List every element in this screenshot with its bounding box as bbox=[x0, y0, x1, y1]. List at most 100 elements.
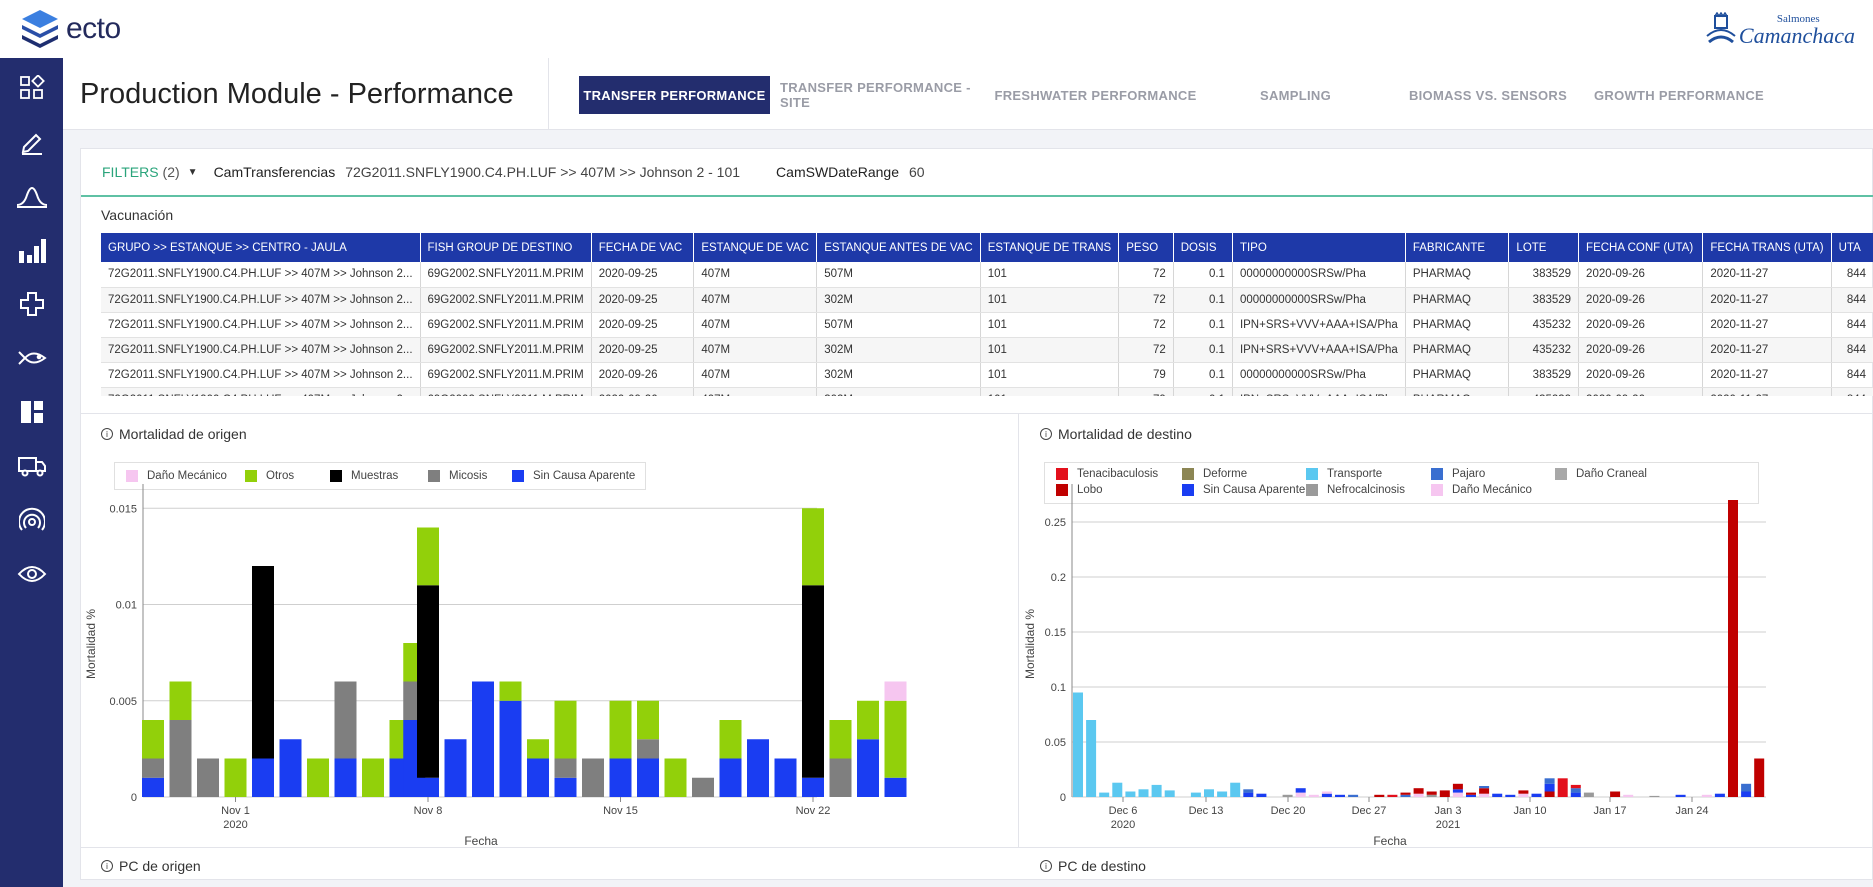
legend-item[interactable]: Daño Mecánico bbox=[126, 470, 227, 482]
sidebar-item-edit[interactable] bbox=[14, 124, 50, 160]
bar-segment[interactable] bbox=[802, 508, 824, 586]
table-row[interactable]: 72G2011.SNFLY1900.C4.PH.LUF >> 407M >> J… bbox=[101, 287, 1873, 313]
bar-segment[interactable] bbox=[829, 720, 852, 759]
bar-segment[interactable] bbox=[829, 758, 852, 798]
bar-segment[interactable] bbox=[142, 720, 164, 759]
bar-segment[interactable] bbox=[169, 681, 192, 721]
filter-value-daterange[interactable]: 60 bbox=[908, 164, 925, 180]
legend-item[interactable]: Deforme bbox=[1182, 468, 1247, 480]
bar-segment[interactable] bbox=[1570, 784, 1581, 789]
bar-segment[interactable] bbox=[1492, 793, 1503, 797]
bar-segment[interactable] bbox=[1413, 793, 1424, 797]
tab-transfer-performance-site[interactable]: TRANSFER PERFORMANCE - SITE bbox=[780, 80, 971, 110]
bar-segment[interactable] bbox=[307, 758, 329, 798]
bar-segment[interactable] bbox=[609, 700, 632, 759]
bar-segment[interactable] bbox=[417, 585, 439, 778]
bar-segment[interactable] bbox=[582, 758, 604, 798]
bar-segment[interactable] bbox=[719, 720, 742, 759]
bar-segment[interactable] bbox=[499, 700, 522, 797]
table-column-header[interactable]: FISH GROUP DE DESTINO bbox=[420, 233, 592, 262]
filters-toggle-label[interactable]: FILTERS bbox=[102, 164, 159, 180]
bar-segment[interactable] bbox=[1321, 791, 1332, 794]
table-column-header[interactable]: UTA bbox=[1831, 233, 1873, 262]
table-row[interactable]: 72G2011.SNFLY1900.C4.PH.LUF >> 407M >> J… bbox=[101, 312, 1873, 338]
bar-segment[interactable] bbox=[252, 758, 274, 798]
bar-segment[interactable] bbox=[1583, 792, 1594, 797]
bar-segment[interactable] bbox=[1701, 794, 1712, 797]
legend-item[interactable]: Sin Causa Aparente bbox=[1182, 484, 1305, 496]
bar-segment[interactable] bbox=[417, 527, 439, 586]
bar-segment[interactable] bbox=[1295, 788, 1306, 793]
bar-segment[interactable] bbox=[1073, 692, 1083, 798]
bar-segment[interactable] bbox=[637, 700, 659, 740]
bar-segment[interactable] bbox=[554, 758, 577, 778]
table-column-header[interactable]: ESTANQUE DE TRANS bbox=[980, 233, 1120, 262]
vacunacion-table-container[interactable]: GRUPO >> ESTANQUE >> CENTRO - JAULA FISH … bbox=[101, 233, 1873, 396]
bar-segment[interactable] bbox=[1243, 789, 1254, 793]
bar-segment[interactable] bbox=[1217, 791, 1228, 798]
sidebar-item-reports[interactable] bbox=[14, 232, 50, 268]
legend-item[interactable]: Lobo bbox=[1056, 484, 1103, 496]
bar-segment[interactable] bbox=[1623, 794, 1634, 797]
table-column-header[interactable]: LOTE bbox=[1508, 233, 1580, 262]
caret-down-icon[interactable]: ▼ bbox=[187, 166, 198, 178]
ecto-logo[interactable]: ecto bbox=[20, 8, 121, 50]
bar-segment[interactable] bbox=[1754, 758, 1765, 798]
bar-segment[interactable] bbox=[252, 566, 274, 759]
bar-segment[interactable] bbox=[472, 681, 494, 798]
table-column-header[interactable]: ESTANQUE DE VAC bbox=[693, 233, 818, 262]
bar-segment[interactable] bbox=[1400, 794, 1411, 797]
bar-segment[interactable] bbox=[1714, 793, 1725, 797]
legend-item[interactable]: Pajaro bbox=[1431, 468, 1485, 480]
bar-segment[interactable] bbox=[1452, 792, 1463, 797]
bar-segment[interactable] bbox=[692, 777, 714, 797]
table-column-header[interactable]: FECHA DE VAC bbox=[591, 233, 695, 262]
table-column-header[interactable]: FABRICANTE bbox=[1405, 233, 1510, 262]
bar-segment[interactable] bbox=[1086, 720, 1097, 797]
tab-freshwater-performance[interactable]: FRESHWATER PERFORMANCE bbox=[994, 87, 1197, 103]
table-column-header[interactable]: FECHA CONF (UTA) bbox=[1578, 233, 1704, 262]
bar-segment[interactable] bbox=[142, 777, 164, 797]
bar-segment[interactable] bbox=[1348, 794, 1359, 797]
sidebar-item-vision[interactable] bbox=[14, 556, 50, 592]
bar-segment[interactable] bbox=[1452, 783, 1463, 790]
bar-segment[interactable] bbox=[142, 758, 164, 778]
bar-segment[interactable] bbox=[1557, 778, 1568, 797]
info-icon[interactable]: i bbox=[101, 860, 113, 872]
bar-segment[interactable] bbox=[1138, 789, 1149, 797]
table-column-header[interactable]: DOSIS bbox=[1173, 233, 1233, 262]
legend-item[interactable]: Transporte bbox=[1306, 468, 1382, 480]
bar-segment[interactable] bbox=[1518, 793, 1529, 797]
bar-segment[interactable] bbox=[1675, 794, 1686, 797]
bar-segment[interactable] bbox=[774, 758, 797, 798]
bar-segment[interactable] bbox=[1387, 794, 1398, 797]
table-row[interactable]: 72G2011.SNFLY1900.C4.PH.LUF >> 407M >> J… bbox=[101, 362, 1873, 388]
tab-transfer-performance[interactable]: TRANSFER PERFORMANCE bbox=[579, 76, 770, 114]
bar-segment[interactable] bbox=[1230, 782, 1241, 797]
bar-segment[interactable] bbox=[802, 777, 824, 797]
bar-segment[interactable] bbox=[637, 758, 659, 798]
bar-segment[interactable] bbox=[1125, 791, 1136, 798]
bar-segment[interactable] bbox=[1426, 791, 1437, 795]
bar-segment[interactable] bbox=[719, 758, 742, 798]
bar-segment[interactable] bbox=[1479, 788, 1490, 794]
sidebar-item-fish[interactable] bbox=[14, 340, 50, 376]
bar-segment[interactable] bbox=[362, 758, 384, 798]
bar-segment[interactable] bbox=[279, 739, 302, 797]
bar-segment[interactable] bbox=[1570, 792, 1581, 797]
bar-segment[interactable] bbox=[334, 758, 357, 798]
info-icon[interactable]: i bbox=[1040, 428, 1052, 440]
bar-segment[interactable] bbox=[637, 739, 659, 759]
bar-segment[interactable] bbox=[857, 739, 879, 797]
bar-segment[interactable] bbox=[1570, 788, 1581, 793]
info-icon[interactable]: i bbox=[1040, 860, 1052, 872]
sidebar-item-transport[interactable] bbox=[14, 448, 50, 484]
bar-segment[interactable] bbox=[499, 681, 522, 701]
legend-item[interactable]: Daño Craneal bbox=[1555, 468, 1647, 480]
legend-item[interactable]: Otros bbox=[245, 470, 294, 482]
bar-segment[interactable] bbox=[1321, 793, 1332, 797]
legend-item[interactable]: Muestras bbox=[330, 470, 398, 482]
bar-segment[interactable] bbox=[1741, 783, 1752, 792]
bar-segment[interactable] bbox=[1439, 790, 1450, 797]
bar-segment[interactable] bbox=[169, 720, 192, 797]
